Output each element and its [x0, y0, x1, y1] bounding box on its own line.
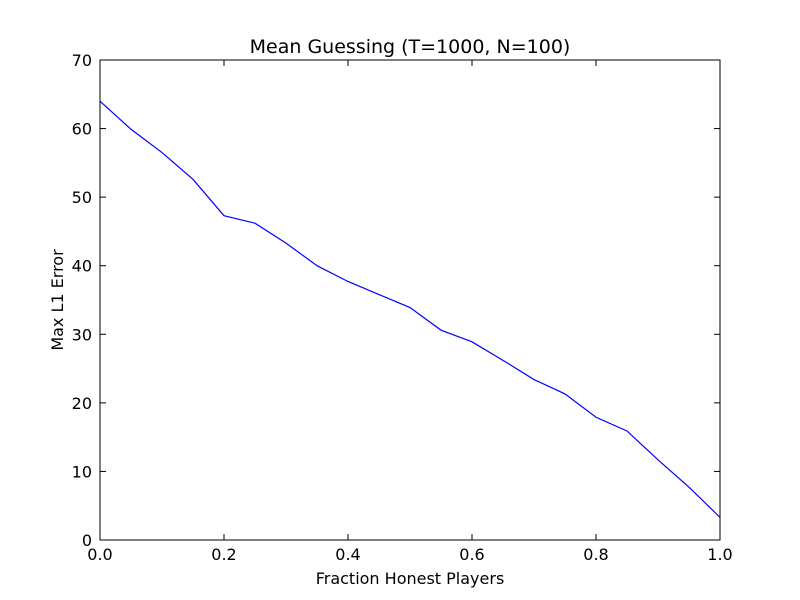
plot-series-group — [99, 100, 721, 518]
x-tick-label: 0.0 — [87, 545, 112, 564]
x-tick-label: 1.0 — [707, 545, 732, 564]
y-axis: 0 10 20 30 40 50 60 70 — [72, 51, 720, 550]
x-tick-label: 0.2 — [211, 545, 236, 564]
y-axis-label: Max L1 Error — [48, 249, 67, 351]
y-tick-label: 50 — [72, 188, 92, 207]
x-axis-label: Fraction Honest Players — [316, 569, 505, 588]
series-line — [99, 100, 721, 518]
y-tick-label: 60 — [72, 120, 92, 139]
chart-title: Mean Guessing (T=1000, N=100) — [250, 36, 571, 58]
y-tick-label: 20 — [72, 394, 92, 413]
x-tick-label: 0.4 — [335, 545, 360, 564]
plot-area-frame — [99, 59, 721, 541]
x-tick-label: 0.6 — [459, 545, 484, 564]
y-tick-label: 10 — [72, 462, 92, 481]
y-tick-label: 70 — [72, 51, 92, 70]
y-tick-label: 0 — [82, 531, 92, 550]
x-tick-label: 0.8 — [583, 545, 608, 564]
x-axis: 0.0 0.2 0.4 0.6 0.8 1.0 — [87, 60, 733, 564]
y-tick-label: 30 — [72, 325, 92, 344]
y-tick-label: 40 — [72, 257, 92, 276]
